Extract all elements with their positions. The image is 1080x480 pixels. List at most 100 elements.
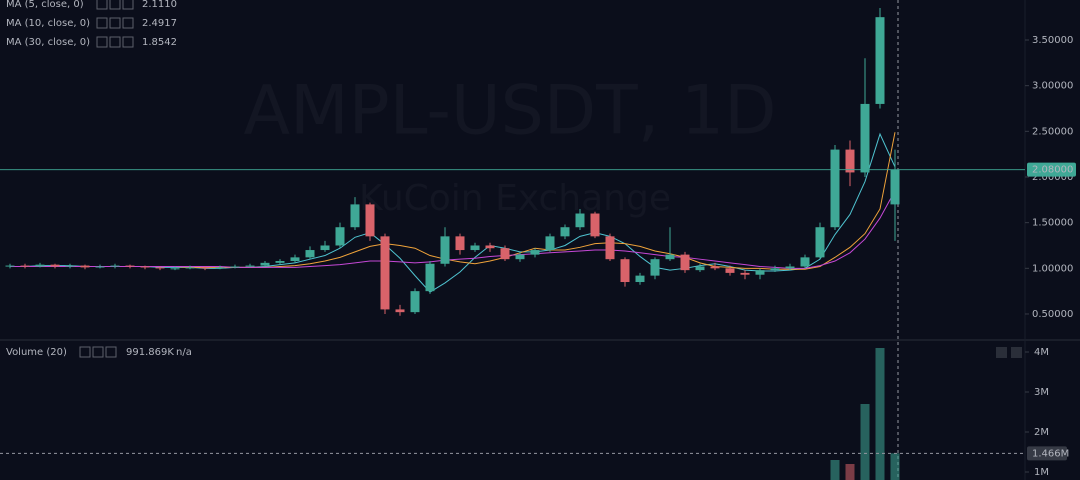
candle-body (890, 169, 900, 205)
volume-bar (875, 348, 885, 480)
candle-body (800, 257, 810, 267)
candle-body (170, 268, 180, 270)
button[interactable] (996, 347, 1007, 358)
candle-body (875, 17, 885, 104)
y-tick-label: 4M (1034, 347, 1049, 358)
legend-name: MA (30, close, 0) (6, 37, 90, 48)
ma-line (10, 190, 896, 269)
candle-body (395, 309, 405, 313)
legend-icon[interactable] (109, 36, 121, 48)
candle-body (410, 291, 420, 313)
candle-body (695, 266, 705, 271)
y-tick-label: 2.50000 (1032, 126, 1073, 137)
y-tick-label: 0.50000 (1032, 309, 1073, 320)
y-tick-label: 1.00000 (1032, 263, 1073, 274)
legend-icon[interactable] (109, 17, 121, 29)
legend-icon[interactable] (122, 0, 134, 10)
candle-body (5, 265, 15, 267)
candle-body (605, 236, 615, 260)
candle-body (455, 236, 465, 251)
volume-legend-note: n/a (176, 347, 192, 358)
candle-body (185, 267, 195, 269)
candle-body (590, 213, 600, 237)
candle-body (365, 204, 375, 237)
candle-body (650, 259, 660, 276)
y-tick-label: 3M (1034, 387, 1049, 398)
candle-body (230, 266, 240, 268)
candle-body (440, 236, 450, 264)
legend-icon[interactable] (109, 0, 121, 10)
candle-body (275, 261, 285, 263)
last-price-label: 2.08000 (1032, 165, 1073, 176)
candle-body (35, 264, 45, 267)
volume-legend-name: Volume (20) (6, 347, 67, 358)
y-tick-label: 2M (1034, 427, 1049, 438)
legend-name: MA (5, close, 0) (6, 0, 84, 10)
legend-icon[interactable] (96, 17, 108, 29)
candle-body (665, 254, 675, 260)
y-tick-label: 1M (1034, 467, 1049, 478)
candle-body (65, 265, 75, 267)
candle-body (860, 103, 870, 173)
watermark-title: AMPL-USDT, 1D (243, 72, 776, 151)
candle-body (530, 250, 540, 255)
button[interactable] (1011, 347, 1022, 358)
candle-body (260, 262, 270, 266)
legend-value: 2.4917 (142, 18, 177, 29)
candle-body (290, 257, 300, 262)
legend-icon[interactable] (96, 0, 108, 10)
candle-body (575, 213, 585, 228)
candle-body (20, 265, 30, 267)
volume-bar (860, 404, 870, 480)
candle-body (200, 267, 210, 269)
ma-line (10, 132, 896, 293)
candle-body (680, 254, 690, 271)
candle-body (770, 268, 780, 271)
candle-body (140, 266, 150, 268)
legend-icon[interactable] (79, 346, 91, 358)
y-tick-label: 3.50000 (1032, 35, 1073, 46)
legend-icon[interactable] (92, 346, 104, 358)
crosshair-label: 1.466M (1032, 448, 1069, 459)
legend-icon[interactable] (122, 17, 134, 29)
legend-value: 2.1110 (142, 0, 177, 10)
candle-body (845, 149, 855, 173)
candle-body (515, 254, 525, 260)
candle-body (155, 267, 165, 269)
candle-body (50, 264, 60, 267)
candle-body (305, 250, 315, 258)
candle-body (815, 227, 825, 258)
candle-body (560, 227, 570, 237)
volume-bar (890, 453, 900, 480)
candle-body (245, 265, 255, 267)
y-tick-label: 1.50000 (1032, 218, 1073, 229)
legend-icon[interactable] (105, 346, 117, 358)
candle-body (785, 266, 795, 269)
last-price-box (1027, 162, 1076, 177)
candle-body (500, 248, 510, 260)
candle-body (485, 245, 495, 249)
candle-body (350, 204, 360, 228)
candle-body (755, 270, 765, 275)
candle-body (125, 265, 135, 267)
candle-body (425, 263, 435, 292)
candle-body (545, 236, 555, 251)
candle-body (320, 245, 330, 251)
volume-legend-value: 991.869K (126, 347, 174, 358)
candle-body (710, 266, 720, 269)
candle-body (335, 227, 345, 246)
volume-bar (830, 460, 840, 480)
legend-icon[interactable] (122, 36, 134, 48)
y-tick-label: 3.00000 (1032, 81, 1073, 92)
y-tick-label: 2.00000 (1032, 172, 1073, 183)
candle-body (740, 272, 750, 275)
candle-body (635, 275, 645, 283)
crosshair-box (1027, 446, 1067, 461)
legend-icon[interactable] (96, 36, 108, 48)
candle-body (725, 268, 735, 273)
watermark-subtitle: KuCoin Exchange (359, 178, 671, 219)
volume-buttons (996, 347, 1022, 358)
